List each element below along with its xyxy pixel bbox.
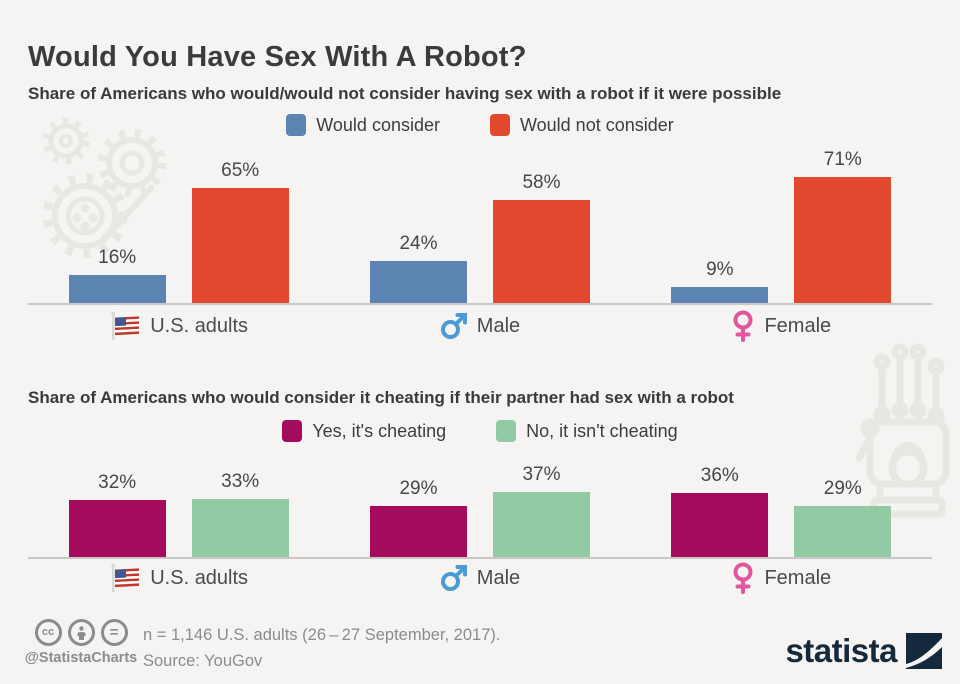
category-us-adults: U.S. adults — [69, 310, 289, 342]
category-us-adults: U.S. adults — [69, 562, 289, 594]
chart2-category-labels: U.S. adults Male Female — [28, 562, 932, 594]
category-label: Female — [764, 566, 832, 589]
cc-no-derivatives-icon: = — [100, 619, 128, 646]
legend-item-would-not-consider: Would not consider — [489, 114, 674, 136]
category-label: U.S. adults — [150, 566, 249, 589]
legend-item-no-cheating: No, it isn't cheating — [496, 420, 678, 442]
legend-swatch-red-icon — [489, 114, 510, 136]
bar-wrap: 58% — [492, 172, 590, 303]
category-male: Male — [370, 310, 590, 342]
statista-logo[interactable]: statista — [785, 632, 942, 670]
male-symbol-icon — [440, 313, 467, 339]
bar-would-not-consider — [794, 177, 892, 303]
chart1-subtitle: Share of Americans who would/would not c… — [28, 84, 782, 103]
legend-label: Yes, it's cheating — [312, 420, 447, 441]
bar-wrap: 33% — [191, 471, 289, 557]
bar-no-it-isn-t-cheating — [191, 499, 289, 557]
bar-group-female: 9% 71% — [671, 149, 892, 303]
legend-label: Would not consider — [519, 114, 674, 135]
bar-wrap: 24% — [369, 233, 467, 303]
legend-item-yes-cheating: Yes, it's cheating — [282, 420, 446, 442]
bar-no-it-isn-t-cheating — [794, 506, 892, 557]
chart1-category-labels: U.S. adults Male Female — [28, 310, 932, 342]
statista-charts-handle[interactable]: @StatistaCharts — [24, 650, 138, 666]
bar-wrap: 36% — [671, 465, 769, 557]
bar-group-male: 24% 58% — [369, 172, 590, 303]
bar-would-consider — [369, 261, 467, 303]
bar-value-label: 65% — [221, 160, 260, 181]
footnotes: n = 1,146 U.S. adults (26 – 27 September… — [143, 622, 500, 674]
us-flag-icon — [111, 311, 140, 340]
bar-value-label: 9% — [706, 259, 734, 280]
legend-swatch-green-icon — [496, 420, 517, 442]
us-flag-icon — [111, 563, 140, 592]
bar-group-female: 36% 29% — [671, 465, 892, 557]
legend-label: Would consider — [316, 114, 440, 135]
bar-value-label: 32% — [98, 472, 137, 493]
bar-value-label: 36% — [700, 465, 739, 486]
legend-swatch-magenta-icon — [282, 420, 303, 442]
bar-wrap: 29% — [369, 478, 467, 557]
bar-wrap: 9% — [671, 259, 769, 303]
bar-group-male: 29% 37% — [369, 464, 590, 557]
page-title: Would You Have Sex With A Robot? — [28, 41, 527, 74]
female-symbol-icon — [733, 562, 753, 594]
male-symbol-icon — [440, 565, 467, 591]
bar-value-label: 29% — [399, 478, 438, 499]
category-label: Female — [764, 314, 832, 337]
category-male: Male — [370, 562, 590, 594]
cc-icons-row: cc = — [22, 619, 140, 646]
bar-yes-it-s-cheating — [671, 493, 769, 557]
bar-wrap: 32% — [68, 472, 166, 557]
legend-item-would-consider: Would consider — [286, 114, 440, 136]
bar-wrap: 16% — [68, 247, 166, 303]
cc-attribution-person-icon — [67, 619, 95, 646]
creative-commons-icon: cc — [34, 619, 62, 646]
bar-yes-it-s-cheating — [369, 506, 467, 557]
bar-would-not-consider — [191, 188, 289, 303]
bar-no-it-isn-t-cheating — [492, 492, 590, 557]
bar-value-label: 37% — [522, 464, 561, 485]
chart2-plot-area: 32% 33% 29% 37% 36% 29% — [28, 455, 932, 559]
bar-group-u-s-adults: 32% 33% — [68, 471, 289, 557]
bar-yes-it-s-cheating — [68, 500, 166, 557]
bar-value-label: 33% — [221, 471, 260, 492]
bar-wrap: 29% — [794, 478, 892, 557]
bar-value-label: 24% — [399, 233, 438, 254]
bar-value-label: 58% — [522, 172, 561, 193]
statista-logo-icon — [906, 633, 942, 669]
chart1-legend: Would consider Would not consider — [0, 114, 960, 136]
legend-swatch-blue-icon — [286, 114, 307, 136]
chart2-subtitle: Share of Americans who would consider it… — [28, 388, 734, 407]
bar-group-u-s-adults: 16% 65% — [68, 160, 289, 303]
bar-value-label: 29% — [823, 478, 862, 499]
category-female: Female — [671, 562, 891, 594]
chart1-plot-area: 16% 65% 24% 58% 9% 71% — [28, 145, 932, 305]
category-label: Male — [476, 566, 521, 589]
female-symbol-icon — [733, 310, 753, 342]
category-label: Male — [476, 314, 521, 337]
chart2-legend: Yes, it's cheating No, it isn't cheating — [0, 420, 960, 442]
source-note: Source: YouGov — [143, 652, 263, 670]
statista-wordmark: statista — [785, 632, 897, 669]
bar-would-consider — [68, 275, 166, 303]
category-female: Female — [671, 310, 891, 342]
category-label: U.S. adults — [150, 314, 249, 337]
legend-label: No, it isn't cheating — [526, 420, 678, 441]
bar-wrap: 65% — [191, 160, 289, 303]
bar-wrap: 37% — [492, 464, 590, 557]
bar-would-consider — [671, 287, 769, 303]
cc-license-block[interactable]: cc = @StatistaCharts — [22, 619, 140, 666]
sample-note: n = 1,146 U.S. adults (26 – 27 September… — [143, 626, 501, 644]
bar-wrap: 71% — [794, 149, 892, 303]
bar-value-label: 16% — [98, 247, 137, 268]
bar-would-not-consider — [492, 200, 590, 303]
bar-value-label: 71% — [823, 149, 862, 170]
